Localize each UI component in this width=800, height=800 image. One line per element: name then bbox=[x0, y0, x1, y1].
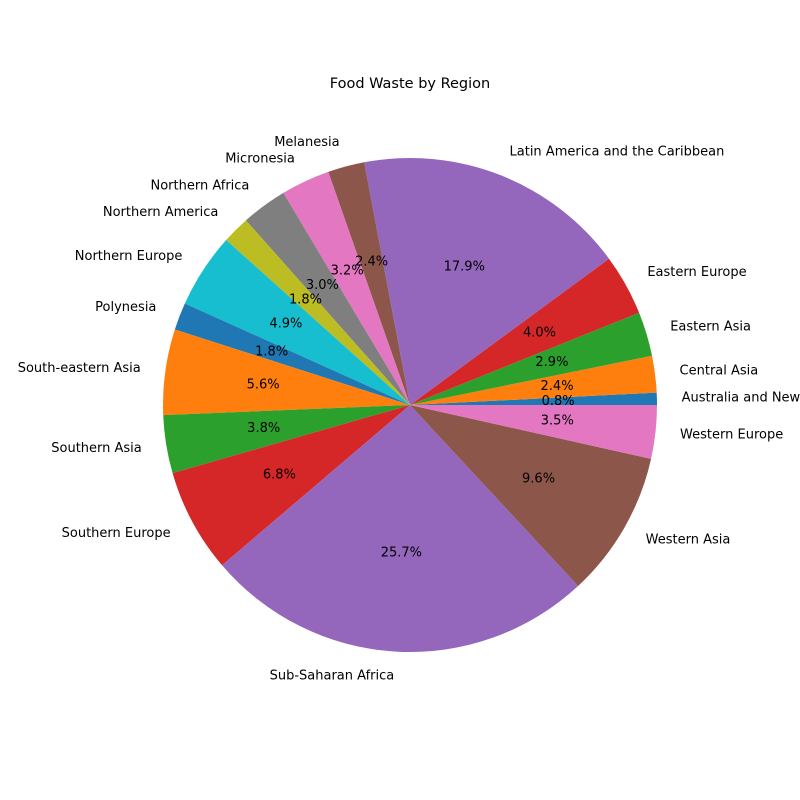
percent-label-central-asia: 2.4% bbox=[541, 379, 574, 394]
slice-label-northern-europe: Northern Europe bbox=[75, 249, 183, 264]
percent-label-southern-asia: 3.8% bbox=[247, 421, 280, 436]
pie-slice-melanesia bbox=[328, 162, 410, 405]
pie-slice-southern-asia bbox=[163, 405, 410, 474]
pie-slice-polynesia bbox=[174, 303, 410, 405]
percent-label-southern-europe: 6.8% bbox=[263, 468, 296, 483]
slice-label-australia-and-new-zealand: Australia and New Zealand bbox=[682, 391, 800, 406]
pie-slice-western-europe bbox=[410, 405, 657, 459]
slice-label-latin-america-and-the-caribbean: Latin America and the Caribbean bbox=[510, 145, 725, 160]
slice-label-southern-asia: Southern Asia bbox=[51, 441, 142, 456]
slice-label-polynesia: Polynesia bbox=[95, 300, 156, 315]
pie-slice-northern-europe bbox=[184, 240, 410, 405]
slice-label-central-asia: Central Asia bbox=[680, 363, 759, 378]
pie-slice-northern-africa bbox=[245, 192, 410, 405]
percent-label-western-asia: 9.6% bbox=[522, 471, 555, 486]
percent-label-polynesia: 1.8% bbox=[255, 344, 288, 359]
percent-label-australia-and-new-zealand: 0.8% bbox=[542, 394, 575, 409]
slice-label-western-europe: Western Europe bbox=[680, 427, 783, 442]
pie-slice-southern-europe bbox=[172, 405, 410, 566]
slice-label-sub-saharan-africa: Sub-Saharan Africa bbox=[270, 669, 395, 684]
slice-label-micronesia: Micronesia bbox=[225, 151, 295, 166]
slice-label-eastern-europe: Eastern Europe bbox=[647, 265, 746, 280]
pie-slice-micronesia bbox=[283, 171, 410, 405]
pie-slice-south-eastern-asia bbox=[163, 329, 410, 416]
percent-label-micronesia: 3.2% bbox=[331, 263, 364, 278]
pie-slice-central-asia bbox=[410, 355, 657, 405]
chart-title: Food Waste by Region bbox=[330, 76, 490, 92]
percent-label-melanesia: 2.4% bbox=[355, 254, 388, 269]
slice-label-melanesia: Melanesia bbox=[274, 135, 339, 150]
percent-label-latin-america-and-the-caribbean: 17.9% bbox=[444, 260, 485, 275]
percent-label-sub-saharan-africa: 25.7% bbox=[381, 545, 422, 560]
percent-label-northern-africa: 3.0% bbox=[306, 278, 339, 293]
pie-slice-australia-and-new-zealand bbox=[410, 392, 657, 405]
pie-slice-northern-america bbox=[226, 220, 410, 405]
percent-label-northern-europe: 4.9% bbox=[269, 317, 302, 332]
percent-label-south-eastern-asia: 5.6% bbox=[247, 378, 280, 393]
slice-label-south-eastern-asia: South-eastern Asia bbox=[18, 361, 141, 376]
pie-slice-latin-america-and-the-caribbean bbox=[364, 158, 610, 405]
slice-label-northern-america: Northern America bbox=[103, 205, 218, 220]
pie-slices bbox=[163, 158, 657, 652]
pie-slice-sub-saharan-africa bbox=[222, 405, 579, 652]
slice-label-eastern-asia: Eastern Asia bbox=[670, 319, 751, 334]
slice-label-western-asia: Western Asia bbox=[646, 533, 731, 548]
pie-slice-eastern-asia bbox=[410, 312, 653, 405]
percent-label-western-europe: 3.5% bbox=[541, 414, 574, 429]
pie-labels: Australia and New Zealand 0.8% Central Asi… bbox=[18, 135, 800, 684]
percent-label-eastern-europe: 4.0% bbox=[523, 325, 556, 340]
pie-slice-western-asia bbox=[410, 405, 652, 586]
slice-label-southern-europe: Southern Europe bbox=[62, 526, 171, 541]
slice-label-northern-africa: Northern Africa bbox=[150, 178, 249, 193]
pie-slice-eastern-europe bbox=[410, 258, 640, 405]
percent-label-northern-america: 1.8% bbox=[289, 292, 322, 307]
percent-label-eastern-asia: 2.9% bbox=[535, 355, 568, 370]
